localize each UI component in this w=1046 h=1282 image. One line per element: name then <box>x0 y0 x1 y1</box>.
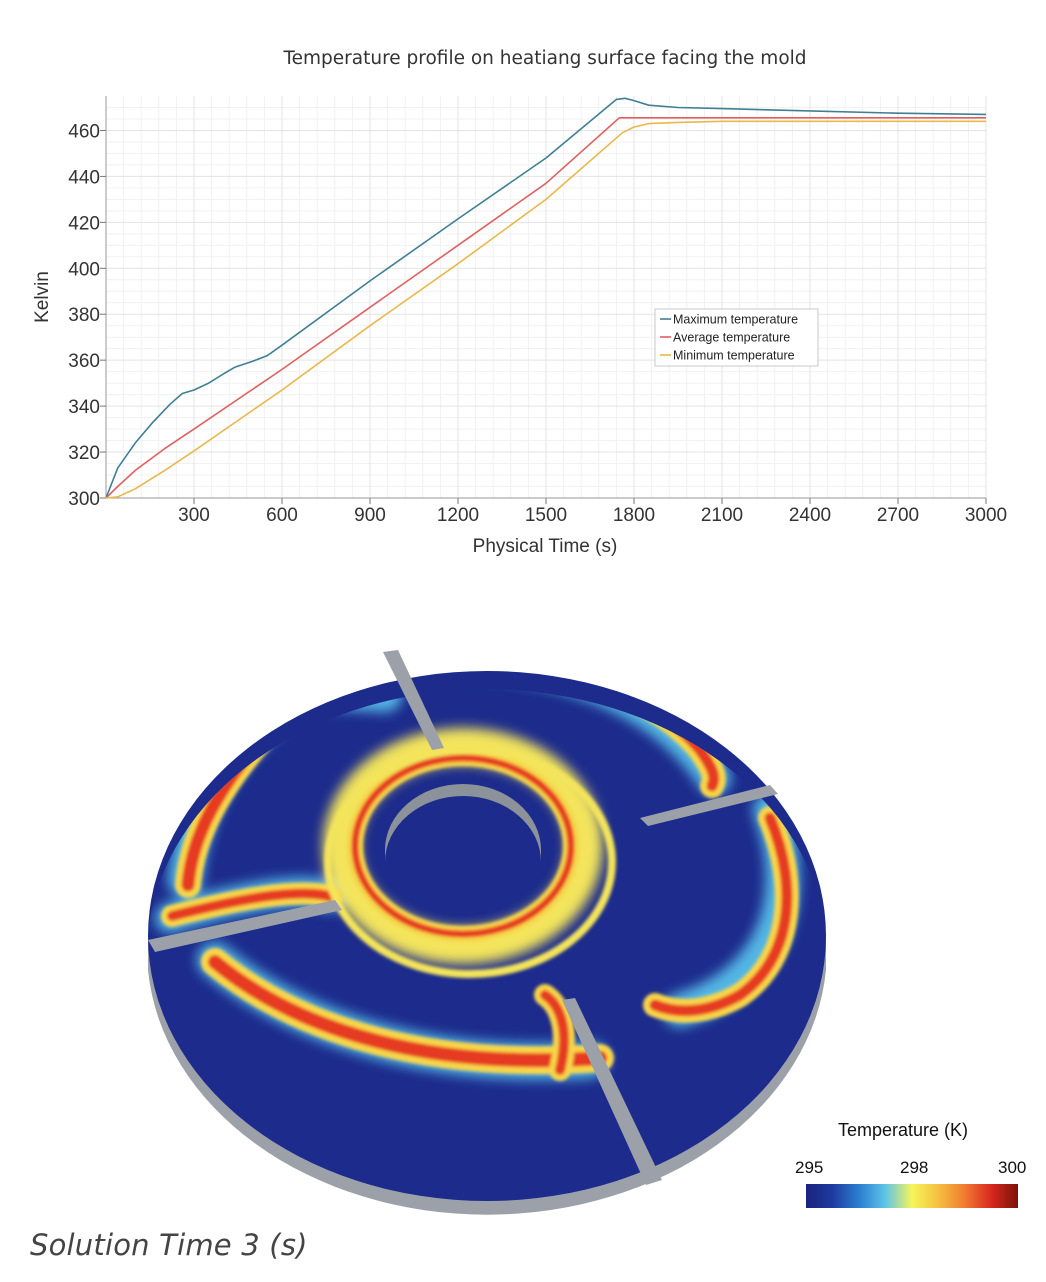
x-tick-label: 2400 <box>789 505 831 526</box>
y-tick-label: 380 <box>68 305 100 326</box>
colorbar-tick-mid: 298 <box>900 1158 929 1177</box>
x-tick-label: 2100 <box>701 505 743 526</box>
x-tick-label: 1800 <box>613 505 655 526</box>
heat-channels <box>155 689 800 1081</box>
x-tick-label: 900 <box>354 505 386 526</box>
colorbar-tick-min: 295 <box>795 1158 824 1177</box>
temperature-contour-disk <box>148 650 826 1215</box>
colorbar-tick-max: 300 <box>998 1158 1027 1177</box>
legend-box <box>654 308 819 367</box>
legend-label-2: Average temperature <box>673 331 790 345</box>
x-tick-label: 600 <box>266 505 298 526</box>
chart-title: Temperature profile on heatiang surface … <box>282 48 806 69</box>
colorbar-title: Temperature (K) <box>838 1120 969 1140</box>
disk-hole-wall <box>385 784 541 862</box>
solution-time-caption: Solution Time 3 (s) <box>30 1228 308 1262</box>
y-tick-label: 300 <box>68 489 100 510</box>
y-axis-label: Kelvin <box>32 271 53 323</box>
y-tick-label: 340 <box>68 397 100 418</box>
y-tick-label: 320 <box>68 443 100 464</box>
y-tick-label: 400 <box>68 259 100 280</box>
series-line-2 <box>105 117 986 499</box>
y-tick-label: 360 <box>68 351 100 372</box>
series-line-1 <box>105 97 987 499</box>
series-line-3 <box>105 120 986 499</box>
y-tick-label: 420 <box>68 213 100 234</box>
temperature-line-chart: 300 600 900 1200 1500 1800 2100 2400 2700 3000 300… <box>32 48 1007 557</box>
x-axis-label: Physical Time (s) <box>473 536 618 557</box>
x-tick-label: 2700 <box>877 505 919 526</box>
y-tick-label: 460 <box>68 121 100 142</box>
x-tick-label: 1500 <box>525 505 567 526</box>
legend-label-1: Maximum temperature <box>673 313 798 327</box>
x-tick-label: 1200 <box>437 505 479 526</box>
disk-slots <box>148 650 778 1185</box>
x-tick-label: 300 <box>178 505 210 526</box>
legend-label-3: Minimum temperature <box>673 349 795 363</box>
x-tick-label: 3000 <box>965 505 1007 526</box>
y-tick-label: 440 <box>68 167 100 188</box>
temperature-colorbar <box>806 1184 1018 1208</box>
